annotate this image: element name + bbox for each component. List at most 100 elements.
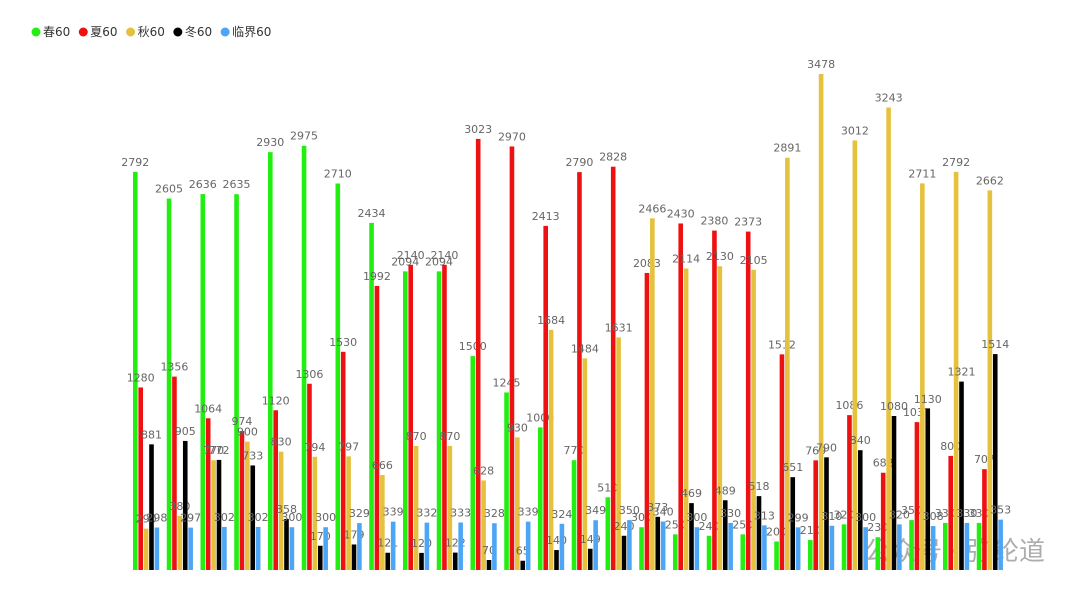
bar (504, 392, 509, 570)
bar (413, 445, 419, 570)
data-label: 373 (647, 501, 668, 514)
legend-label: 临界60 (232, 25, 271, 39)
bar (953, 171, 959, 570)
data-label: 2635 (223, 178, 251, 191)
data-label: 324 (551, 508, 572, 521)
data-label: 3243 (875, 92, 903, 105)
data-label: 733 (242, 449, 263, 462)
bar (149, 444, 154, 570)
bar (660, 521, 666, 570)
data-label: 1064 (194, 402, 222, 415)
bar (447, 445, 453, 570)
bar (374, 285, 380, 570)
data-label: 300 (281, 511, 302, 524)
bar (948, 455, 953, 570)
bar (577, 172, 582, 571)
bar (852, 140, 858, 570)
bar (166, 198, 172, 570)
bar (571, 460, 577, 570)
data-label: 310 (821, 510, 842, 523)
data-label: 340 (653, 506, 674, 519)
data-label: 300 (315, 511, 336, 524)
data-label: 1631 (605, 321, 633, 334)
bar (655, 516, 661, 570)
data-label: 974 (231, 415, 252, 428)
data-label: 790 (816, 441, 837, 454)
bar (925, 408, 931, 570)
bar (818, 74, 824, 570)
data-label: 666 (372, 459, 393, 472)
bar (992, 354, 998, 570)
data-label: 2114 (672, 253, 700, 266)
data-label: 1306 (295, 368, 323, 381)
bar (188, 527, 193, 570)
data-label: 328 (484, 507, 505, 520)
legend-label: 秋60 (138, 25, 165, 39)
data-label: 840 (850, 434, 871, 447)
bar (211, 460, 216, 570)
bar (751, 269, 756, 570)
legend-label: 夏60 (90, 25, 117, 39)
bar (268, 152, 273, 570)
bar (245, 441, 250, 570)
bar (486, 560, 492, 570)
bar (694, 527, 700, 570)
bar (317, 545, 323, 570)
bar (808, 540, 813, 570)
bar (419, 552, 424, 570)
data-label: 794 (304, 441, 325, 454)
data-label: 2140 (397, 249, 425, 262)
bar (909, 520, 914, 570)
data-label: 772 (209, 444, 230, 457)
data-label: 2105 (740, 254, 768, 267)
data-label: 332 (416, 507, 437, 520)
bar (650, 218, 655, 570)
data-label: 2828 (599, 151, 627, 164)
bar (509, 146, 515, 570)
bar (582, 358, 588, 570)
legend-label: 冬60 (185, 24, 212, 39)
bar (762, 525, 767, 570)
data-label: 1120 (262, 394, 290, 407)
legend-label: 春60 (43, 25, 70, 39)
bar (346, 456, 351, 570)
data-label: 300 (855, 511, 876, 524)
data-label: 297 (180, 512, 201, 525)
bar (779, 354, 785, 570)
data-label: 308 (923, 510, 944, 523)
bar (875, 537, 881, 570)
bar (307, 383, 312, 570)
bar (301, 145, 307, 570)
bar (481, 480, 486, 570)
bar (525, 521, 531, 570)
bar (717, 266, 723, 570)
bar (492, 523, 497, 570)
data-label: 1992 (363, 270, 391, 283)
bar (154, 527, 160, 570)
bar (436, 271, 442, 570)
bar (678, 223, 683, 571)
bar (351, 544, 357, 570)
bar (790, 477, 796, 570)
bar (548, 329, 554, 570)
data-label: 3478 (807, 58, 835, 71)
data-label: 2891 (773, 142, 801, 155)
data-label: 350 (619, 504, 640, 517)
data-label: 3012 (841, 124, 869, 137)
data-label: 1684 (537, 314, 565, 327)
legend-marker (126, 27, 136, 37)
bar (559, 523, 565, 570)
data-label: 299 (788, 511, 809, 524)
data-label: 1500 (459, 340, 487, 353)
data-label: 1245 (493, 376, 521, 389)
data-label: 469 (681, 487, 702, 500)
data-label: 2970 (498, 130, 526, 143)
bar (234, 194, 239, 570)
data-label: 2430 (667, 207, 695, 220)
bar (605, 497, 611, 570)
bar (380, 475, 385, 570)
bar (745, 231, 751, 570)
data-label: 2466 (638, 202, 666, 215)
bar (239, 431, 245, 570)
data-label: 313 (754, 509, 775, 522)
